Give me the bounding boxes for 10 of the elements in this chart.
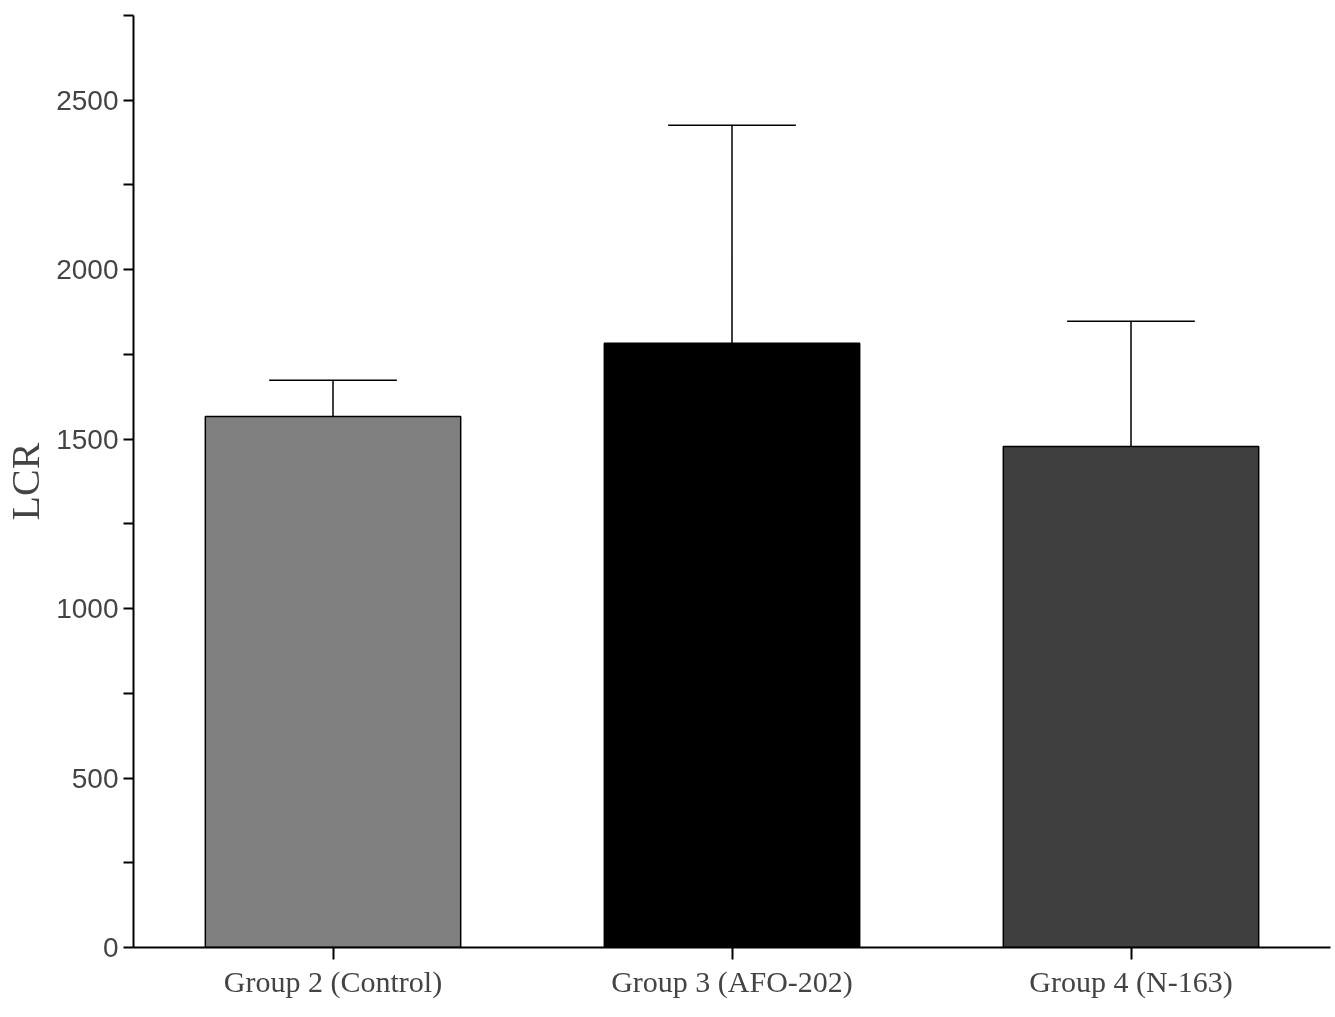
y-tick-label: 0	[102, 932, 119, 963]
y-tick-label: 500	[71, 762, 119, 794]
y-tick-label: 1000	[56, 593, 119, 625]
x-tick-label: Group 2 (Control)	[223, 964, 443, 999]
y-tick-label: 2500	[56, 84, 119, 116]
x-tick-label: Group 3 (AFO-202)	[611, 964, 853, 999]
x-tick-label: Group 4 (N-163)	[1029, 964, 1233, 999]
y-axis-title: LCR	[3, 442, 49, 521]
y-tick-label: 1500	[56, 423, 119, 455]
y-tick-label: 2000	[56, 254, 119, 286]
